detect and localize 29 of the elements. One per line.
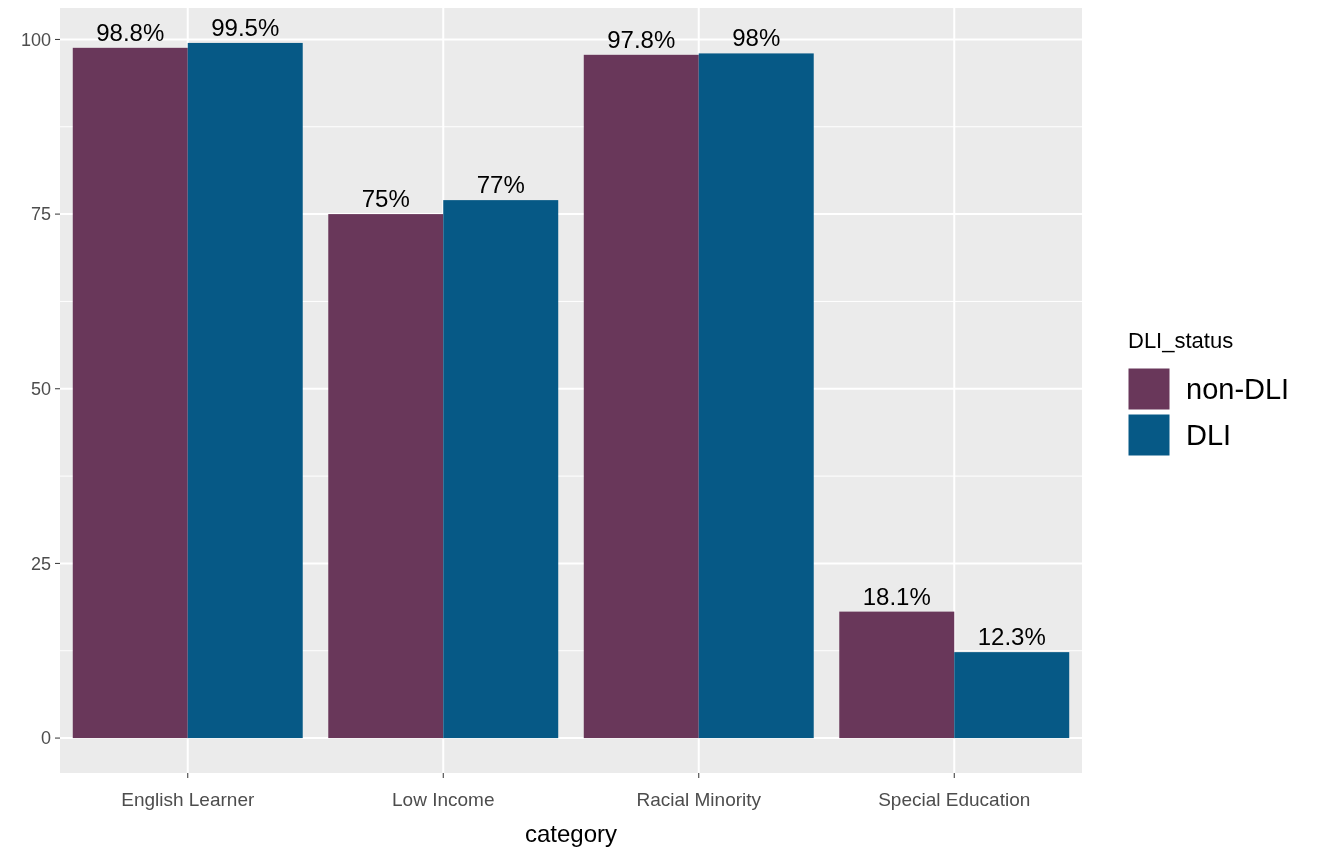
data-label: 18.1%: [862, 582, 931, 610]
data-label: 99.5%: [211, 13, 280, 41]
data-label: 12.3%: [977, 623, 1046, 651]
y-tick-label: 75: [30, 204, 51, 225]
y-tick-label: 100: [20, 29, 51, 50]
bar: [698, 53, 814, 739]
bar: [954, 652, 1070, 739]
data-label: 98%: [732, 24, 781, 52]
bar: [72, 47, 188, 739]
x-tick-label: Racial Minority: [636, 789, 762, 810]
bar: [583, 54, 699, 739]
bar: [328, 214, 444, 739]
y-tick-label: 0: [40, 728, 51, 749]
bar: [443, 200, 559, 739]
bar: [839, 611, 955, 739]
data-label: 77%: [476, 171, 525, 199]
x-tick-label: Low Income: [392, 789, 495, 810]
data-label: 98.8%: [96, 18, 165, 46]
y-tick-label: 25: [30, 553, 51, 574]
data-label: 97.8%: [607, 25, 676, 53]
legend-title: DLI_status: [1128, 328, 1234, 353]
x-axis-title: category: [524, 820, 618, 847]
bar: [187, 42, 303, 739]
y-tick-label: 50: [30, 379, 51, 400]
data-label: 75%: [361, 185, 410, 213]
x-tick-label: Special Education: [878, 789, 1031, 810]
legend-label: DLI: [1186, 419, 1232, 452]
x-tick-label: English Learner: [121, 789, 255, 810]
legend-label: non-DLI: [1186, 373, 1290, 406]
